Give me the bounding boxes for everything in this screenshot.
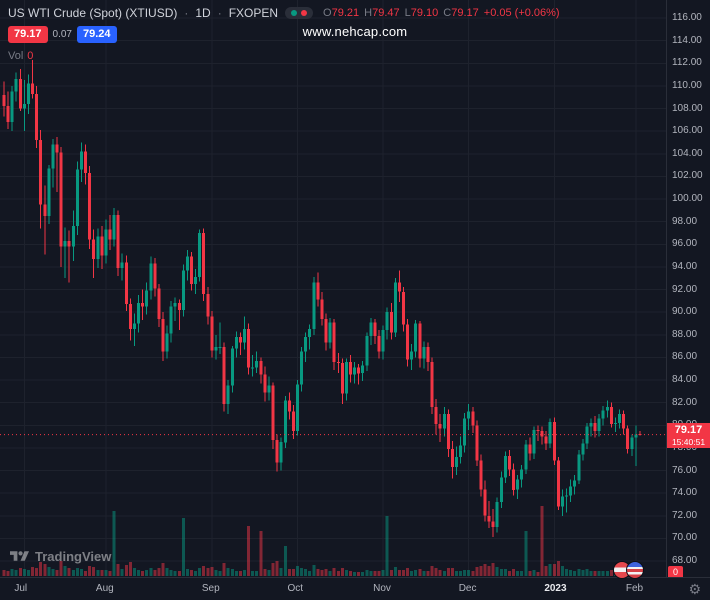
price-axis-label: 70.00 <box>672 532 698 544</box>
price-axis-label: 114.00 <box>672 34 702 46</box>
interval-label[interactable]: 1D <box>195 6 211 20</box>
volume-label: Vol <box>8 50 24 62</box>
price-axis-label: 102.00 <box>672 170 703 182</box>
time-axis-label: Aug <box>95 583 114 594</box>
market-status-pill[interactable] <box>285 7 314 19</box>
tradingview-logo-icon <box>10 551 29 561</box>
instrument-flags-icon <box>613 561 644 579</box>
price-axis-label: 106.00 <box>672 125 703 137</box>
change-value: +0.05 (+0.06%) <box>483 7 560 19</box>
price-axis-label: 74.00 <box>672 487 698 499</box>
price-axis-label: 98.00 <box>672 215 698 227</box>
price-axis-label: 112.00 <box>672 57 702 69</box>
quote-currency-flag-icon <box>626 561 644 579</box>
last-price-value: 79.17 <box>674 423 703 436</box>
status-dot-green-icon <box>291 10 298 16</box>
price-axis-label: 72.00 <box>672 509 698 521</box>
price-axis-label: 76.00 <box>672 464 698 476</box>
time-axis-label: Feb <box>625 583 644 594</box>
time-axis-label: Nov <box>373 583 391 594</box>
candles <box>2 59 642 538</box>
price-axis-label: 110.00 <box>672 79 702 91</box>
open-value: 79.21 <box>331 7 360 19</box>
price-axis-label: 82.00 <box>672 396 698 408</box>
legend: US WTI Crude (Spot) (XTIUSD) · 1D · FXOP… <box>8 6 560 62</box>
ask-badge[interactable]: 79.24 <box>77 26 117 43</box>
price-axis-label: 84.00 <box>672 374 698 385</box>
time-axis-label: Oct <box>287 583 304 594</box>
price-axis-label: 100.00 <box>672 193 703 204</box>
price-axis-label: 116.00 <box>672 12 702 23</box>
price-axis[interactable]: 79.17 15:40:51 0 116.00 114.00 112.00 110.0… <box>666 0 710 579</box>
bid-badge[interactable]: 79.17 <box>8 26 48 43</box>
chart-canvas[interactable] <box>0 0 666 577</box>
status-dot-red-icon <box>301 10 308 16</box>
price-axis-label: 86.00 <box>672 351 698 363</box>
volume-bars <box>2 506 642 576</box>
time-axis-label: 2023 <box>544 583 567 594</box>
price-axis-label: 96.00 <box>672 238 698 250</box>
price-axis-label: 94.00 <box>672 260 698 272</box>
price-axis-label: 68.00 <box>672 555 698 566</box>
separator: · <box>184 6 189 20</box>
ohlc-readout: O79.21 H79.47 L79.10 C79.17 +0.05 (+0.06… <box>323 7 560 19</box>
time-axis-label: Dec <box>458 583 477 594</box>
time-axis-label: Sep <box>201 583 220 594</box>
close-value: 79.17 <box>451 7 479 19</box>
price-axis-label: 108.00 <box>672 102 703 114</box>
time-axis-label: Jul <box>14 583 28 594</box>
time-axis[interactable]: Jul Aug Sep Oct Nov Dec 2023 Feb <box>0 577 710 600</box>
volume-axis-badge: 0 <box>668 566 684 579</box>
separator: · <box>217 6 222 20</box>
high-value: 79.47 <box>372 7 400 19</box>
price-axis-label: 88.00 <box>672 328 698 340</box>
low-value: 79.10 <box>410 7 439 19</box>
price-axis-label: 92.00 <box>672 283 698 295</box>
close-label: C <box>443 7 452 19</box>
tradingview-logo-text: TradingView <box>35 549 112 564</box>
price-axis-label: 104.00 <box>672 147 703 159</box>
tradingview-logo[interactable]: TradingView <box>10 549 111 564</box>
volume-value: 0 <box>27 50 34 62</box>
low-label: L <box>404 7 411 19</box>
spread-value: 0.07 <box>52 29 72 40</box>
high-label: H <box>364 7 373 19</box>
volume-readout: Vol 0 <box>8 50 560 62</box>
settings-gear-icon[interactable]: ⚙ <box>688 581 701 597</box>
symbol-title[interactable]: US WTI Crude (Spot) (XTIUSD) <box>8 6 178 20</box>
price-axis-label: 90.00 <box>672 306 698 318</box>
bar-countdown: 15:40:51 <box>671 436 706 447</box>
grid-lines <box>0 0 666 577</box>
last-price-label: 79.17 15:40:51 <box>667 422 710 448</box>
open-label: O <box>323 7 332 19</box>
exchange-label[interactable]: FXOPEN <box>228 6 279 20</box>
watermark: www.nehcap.com <box>302 24 408 39</box>
